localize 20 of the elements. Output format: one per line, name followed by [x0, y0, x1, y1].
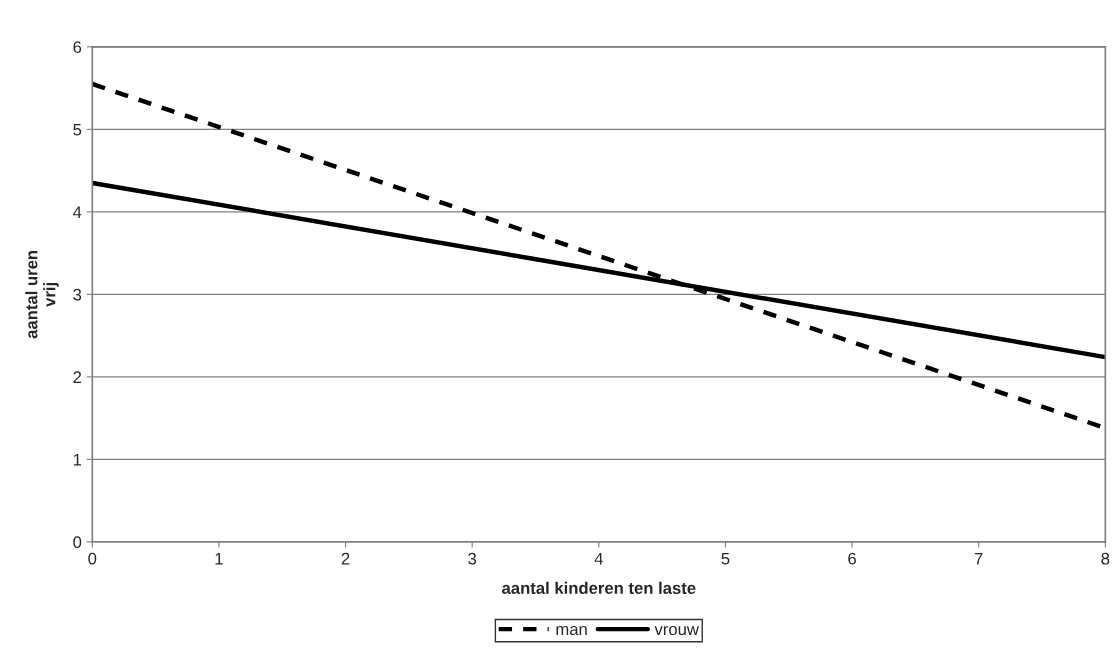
x-tick-label: 8 [1101, 552, 1110, 565]
y-tick-label: 5 [73, 123, 82, 136]
y-tick-label: 4 [72, 206, 82, 218]
y-axis-title: aantal uren vrij [25, 250, 59, 339]
legend-label: man [556, 625, 587, 636]
y-tick-label: 1 [73, 453, 82, 466]
y-tick-label: 0 [73, 536, 82, 549]
y-tick-label: 6 [73, 41, 82, 54]
x-tick-label: 7 [974, 552, 983, 565]
x-tick-label: 6 [848, 552, 856, 565]
y-tick-label: 3 [73, 288, 82, 301]
x-tick-label: 5 [721, 552, 730, 565]
x-tick-label: 4 [594, 552, 603, 565]
x-axis-title: aantal kinderen ten laste [502, 581, 696, 594]
x-tick-label: 2 [341, 552, 350, 565]
y-tick-label: 2 [73, 371, 82, 383]
x-tick-label: 3 [468, 552, 477, 565]
x-tick-label: 0 [88, 552, 97, 565]
legend-label: vrouw [654, 625, 699, 636]
x-tick-label: 1 [215, 552, 223, 565]
